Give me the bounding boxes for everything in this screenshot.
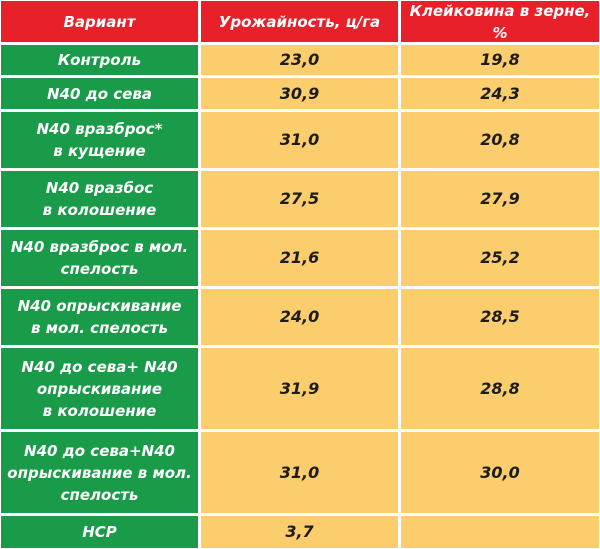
row-variant: N40 вразброс в мол. спелость <box>1 230 198 286</box>
row-variant: Контроль <box>1 45 198 75</box>
row-yield: 27,5 <box>201 171 398 227</box>
header-yield: Урожайность, ц/га <box>201 1 398 42</box>
row-variant: N40 вразброс* в кущение <box>1 112 198 168</box>
row-yield: 23,0 <box>201 45 398 75</box>
row-variant: N40 до сева+N40 опрыскивание в мол. спелос… <box>1 432 198 513</box>
row-gluten: 27,9 <box>401 171 599 227</box>
row-yield: 30,9 <box>201 78 398 109</box>
row-variant: НСР <box>1 516 198 548</box>
header-gluten: Клейковина в зерне, % <box>401 1 599 42</box>
row-yield: 24,0 <box>201 289 398 345</box>
row-gluten: 30,0 <box>401 432 599 513</box>
row-yield: 3,7 <box>201 516 398 548</box>
row-gluten: 28,5 <box>401 289 599 345</box>
row-gluten: 19,8 <box>401 45 599 75</box>
row-variant: N40 до сева+ N40 опрыскивание в колошение <box>1 348 198 429</box>
row-variant: N40 вразбос в колошение <box>1 171 198 227</box>
row-yield: 31,9 <box>201 348 398 429</box>
row-gluten: 28,8 <box>401 348 599 429</box>
row-gluten: 25,2 <box>401 230 599 286</box>
row-yield: 31,0 <box>201 432 398 513</box>
row-gluten: 24,3 <box>401 78 599 109</box>
row-variant: N40 опрыскивание в мол. спелость <box>1 289 198 345</box>
row-yield: 31,0 <box>201 112 398 168</box>
row-gluten <box>401 516 599 548</box>
header-variant: Вариант <box>1 1 198 42</box>
row-gluten: 20,8 <box>401 112 599 168</box>
row-yield: 21,6 <box>201 230 398 286</box>
row-variant: N40 до сева <box>1 78 198 109</box>
